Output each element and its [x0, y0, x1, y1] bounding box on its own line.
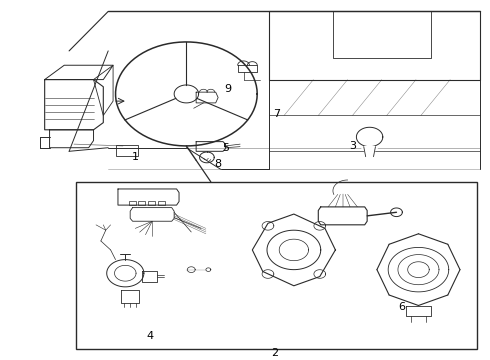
Text: 9: 9	[224, 84, 231, 94]
Text: 2: 2	[271, 348, 278, 358]
Bar	[116, 145, 138, 156]
Bar	[139, 201, 146, 205]
Text: 7: 7	[273, 109, 280, 119]
Bar	[148, 201, 155, 205]
Bar	[158, 201, 165, 205]
Text: 1: 1	[131, 152, 139, 162]
Text: 4: 4	[146, 331, 153, 341]
Polygon shape	[357, 123, 382, 151]
Bar	[76, 182, 477, 348]
Text: 5: 5	[222, 143, 229, 153]
Text: 6: 6	[398, 302, 405, 312]
Polygon shape	[364, 147, 375, 157]
Text: 8: 8	[215, 159, 221, 169]
Text: 3: 3	[349, 141, 356, 151]
Bar	[129, 201, 136, 205]
